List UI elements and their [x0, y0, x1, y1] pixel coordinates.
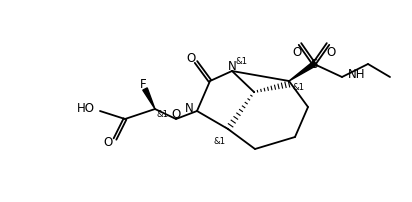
- Text: F: F: [140, 78, 146, 91]
- Text: O: O: [103, 135, 112, 148]
- Text: &1: &1: [293, 83, 305, 92]
- Text: O: O: [293, 45, 302, 58]
- Polygon shape: [289, 63, 316, 82]
- Text: &1: &1: [214, 137, 226, 146]
- Polygon shape: [143, 88, 155, 109]
- Text: HO: HO: [77, 102, 95, 115]
- Text: O: O: [171, 108, 180, 121]
- Text: N: N: [227, 59, 236, 72]
- Text: S: S: [310, 58, 318, 71]
- Text: N: N: [185, 102, 193, 115]
- Text: NH: NH: [348, 68, 365, 81]
- Text: &1: &1: [236, 57, 248, 66]
- Text: &1: &1: [157, 110, 169, 119]
- Text: O: O: [326, 45, 336, 58]
- Text: O: O: [186, 51, 196, 64]
